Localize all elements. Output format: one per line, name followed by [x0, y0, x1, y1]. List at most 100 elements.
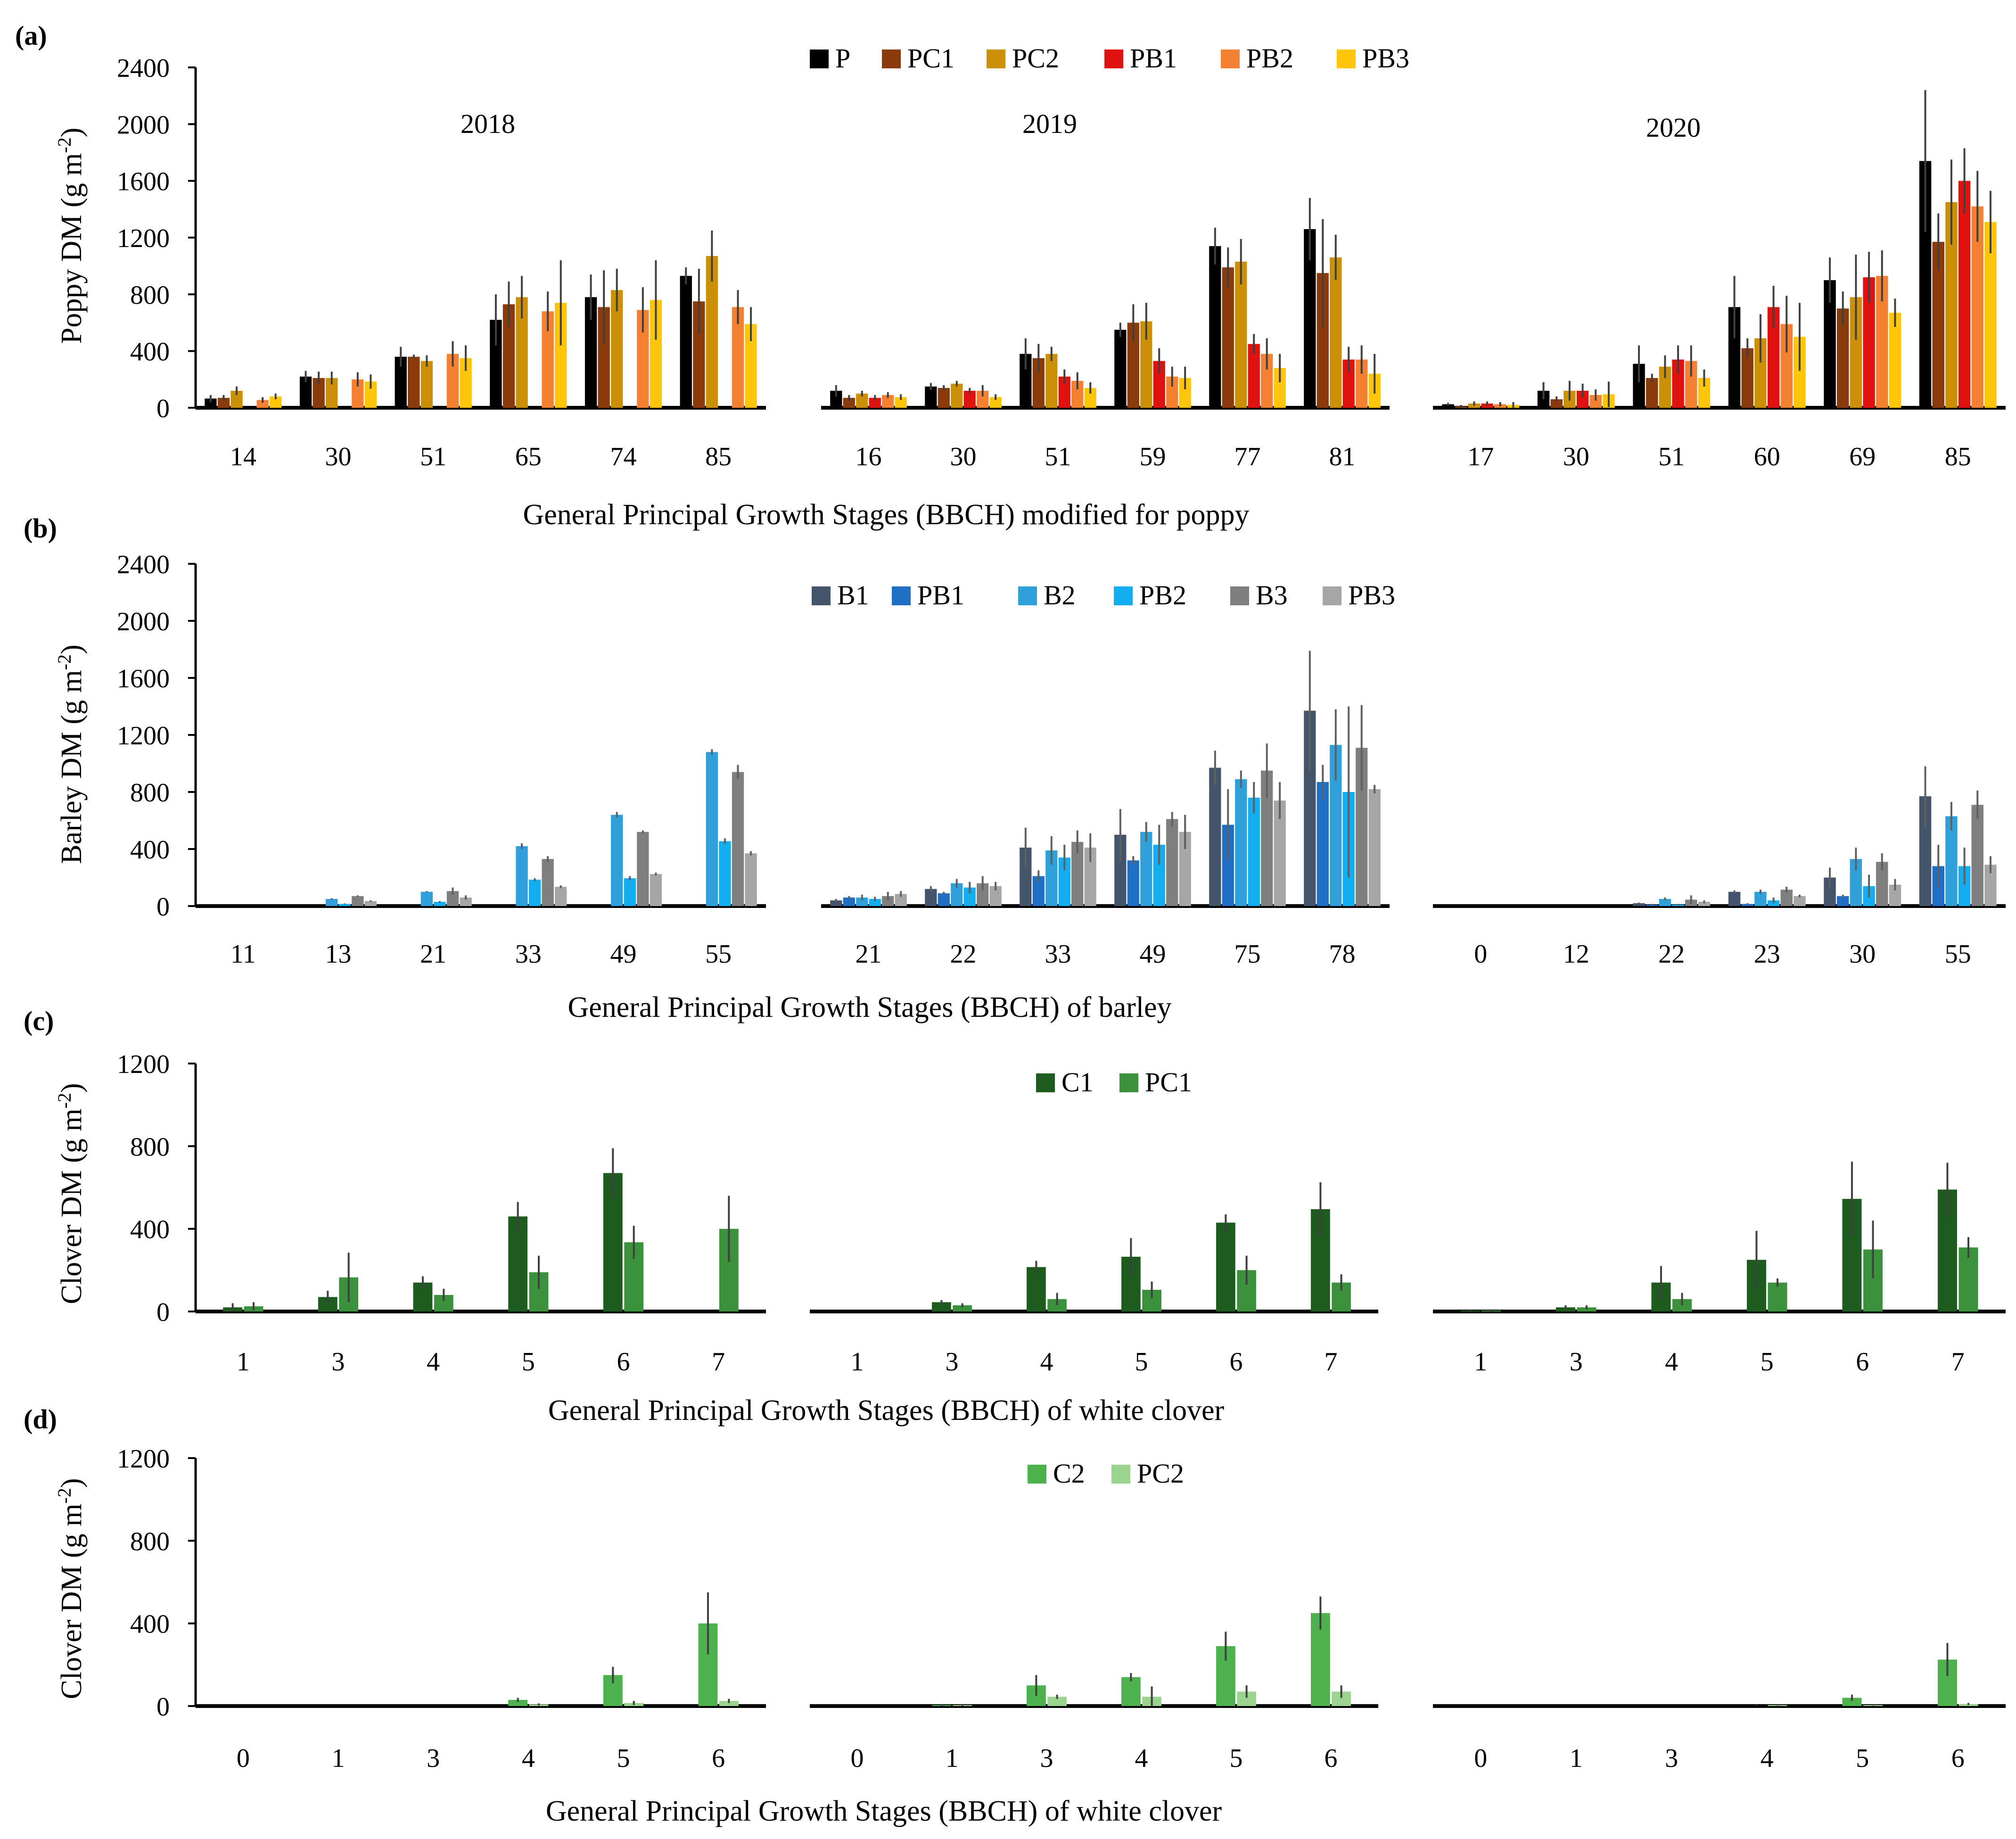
x-tick-label: 5 [1761, 1347, 1774, 1377]
bar-C1 [1027, 1267, 1046, 1311]
y-tick-label: 800 [130, 280, 170, 310]
bar-PC2 [719, 1701, 739, 1706]
legend-label-PB1: PB1 [1130, 43, 1177, 74]
legend-swatch-PB2 [1114, 586, 1133, 605]
bar-B1 [1209, 767, 1221, 906]
x-tick-label: 1 [237, 1347, 250, 1377]
x-tick-label: 17 [1467, 442, 1494, 471]
bar-B3 [1166, 819, 1178, 906]
bar-PC2 [1235, 262, 1247, 408]
legend-swatch-PB3 [1337, 49, 1356, 68]
bar-PB2 [624, 878, 636, 906]
legend-label-PB3: PB3 [1362, 43, 1409, 74]
panel-d-ylabel: Clover DM (g m-2) [54, 1478, 88, 1699]
bar-PB2 [719, 841, 731, 906]
x-tick-label: 5 [1856, 1744, 1869, 1773]
bar-PB3 [1368, 789, 1381, 906]
legend-label-PC1: PC1 [907, 43, 955, 74]
x-tick-label: 4 [427, 1347, 440, 1377]
x-tick-label: 1 [946, 1744, 959, 1773]
bar-B2 [516, 846, 528, 906]
x-tick-label: 1 [332, 1744, 345, 1773]
legend-swatch-PC1 [882, 49, 901, 68]
legend-swatch-C1 [1036, 1073, 1055, 1092]
x-tick-label: 4 [1665, 1347, 1678, 1377]
y-tick-label: 400 [130, 1610, 170, 1639]
panel-a-ylabel: Poppy DM (g m-2) [54, 128, 88, 344]
y-tick-label: 1200 [117, 721, 170, 750]
x-tick-label: 3 [946, 1347, 959, 1377]
bar-B2 [1235, 779, 1247, 906]
bar-PB1 [1317, 782, 1329, 906]
panel-d-label: (d) [24, 1404, 57, 1435]
legend-label-P: P [835, 43, 850, 74]
x-tick-label: 85 [705, 442, 732, 471]
legend-label-PB1: PB1 [917, 580, 964, 610]
x-tick-label: 4 [1040, 1347, 1053, 1377]
y-tick-label: 1200 [117, 1444, 170, 1474]
y-tick-label: 2400 [117, 54, 170, 83]
legend-swatch-PB1 [892, 586, 911, 605]
bar-P [205, 398, 217, 408]
x-tick-label: 49 [610, 940, 637, 969]
x-tick-label: 21 [420, 940, 446, 969]
bar-PC1 [1958, 1247, 1978, 1311]
x-tick-label: 3 [1570, 1347, 1583, 1377]
bar-PB1 [1958, 181, 1971, 408]
legend-swatch-PC2 [987, 49, 1005, 68]
x-tick-label: 30 [325, 442, 352, 471]
bar-B2 [1140, 832, 1152, 906]
x-tick-label: 22 [1658, 940, 1685, 969]
bar-PC1 [1646, 378, 1658, 408]
legend-label-B3: B3 [1256, 580, 1288, 610]
x-tick-label: 5 [522, 1347, 535, 1377]
panel-b-xlabel: General Principal Growth Stages (BBCH) o… [568, 991, 1171, 1023]
x-tick-label: 49 [1140, 940, 1166, 969]
y-tick-label: 0 [156, 1298, 170, 1327]
x-tick-label: 51 [420, 442, 446, 471]
legend-d: C2 PC2 [1028, 1458, 1184, 1489]
x-tick-label: 55 [1945, 940, 1971, 969]
bar-PC1 [843, 397, 855, 408]
panel-b-label: (b) [24, 513, 57, 544]
x-tick-label: 12 [1563, 940, 1589, 969]
bar-PB2 [528, 880, 541, 906]
legend-swatch-PC2 [1111, 1465, 1130, 1484]
legend-label-PC2: PC2 [1012, 43, 1059, 74]
y-tick-label: 800 [130, 1527, 170, 1556]
panel-a-xlabel: General Principal Growth Stages (BBCH) m… [523, 499, 1249, 531]
bar-PB3 [364, 901, 377, 906]
x-tick-label: 33 [1045, 940, 1071, 969]
x-tick-label: 5 [1230, 1744, 1243, 1773]
legend-swatch-PB2 [1221, 49, 1240, 68]
legend-b: B1 PB1 B2 PB2 B3 PB3 [812, 580, 1395, 610]
bar-B3 [1971, 805, 1983, 906]
panel-c: (c) Clover DM (g m-2) General Principal … [24, 1006, 1224, 1427]
panel-c-xlabel: General Principal Growth Stages (BBCH) o… [548, 1394, 1225, 1427]
bar-PC1 [1768, 1282, 1787, 1311]
bar-PB1 [1741, 904, 1753, 906]
bar-B2 [326, 899, 338, 906]
legend-label-PB3: PB3 [1348, 580, 1395, 610]
y-tick-label: 2000 [117, 110, 170, 140]
x-tick-label: 14 [230, 442, 256, 471]
legend-c: C1 PC1 [1036, 1067, 1192, 1097]
bar-PB3 [460, 897, 472, 906]
y-tick-label: 0 [156, 1692, 170, 1722]
bar-PB2 [1248, 798, 1260, 906]
bar-PB2 [256, 400, 269, 408]
x-tick-label: 65 [515, 442, 542, 471]
bar-PB1 [843, 897, 855, 906]
bar-C2 [1842, 1698, 1862, 1706]
y-tick-label: 0 [156, 394, 170, 423]
x-tick-label: 3 [427, 1744, 440, 1773]
bar-PB1 [1248, 344, 1260, 408]
bar-C2 [1121, 1677, 1141, 1706]
panel-a-label: (a) [15, 20, 47, 51]
x-tick-label: 59 [1140, 442, 1166, 471]
bar-PC1 [1222, 267, 1234, 408]
legend-label-C2: C2 [1053, 1458, 1085, 1489]
bar-C1 [508, 1216, 528, 1311]
legend-swatch-P [810, 49, 829, 68]
